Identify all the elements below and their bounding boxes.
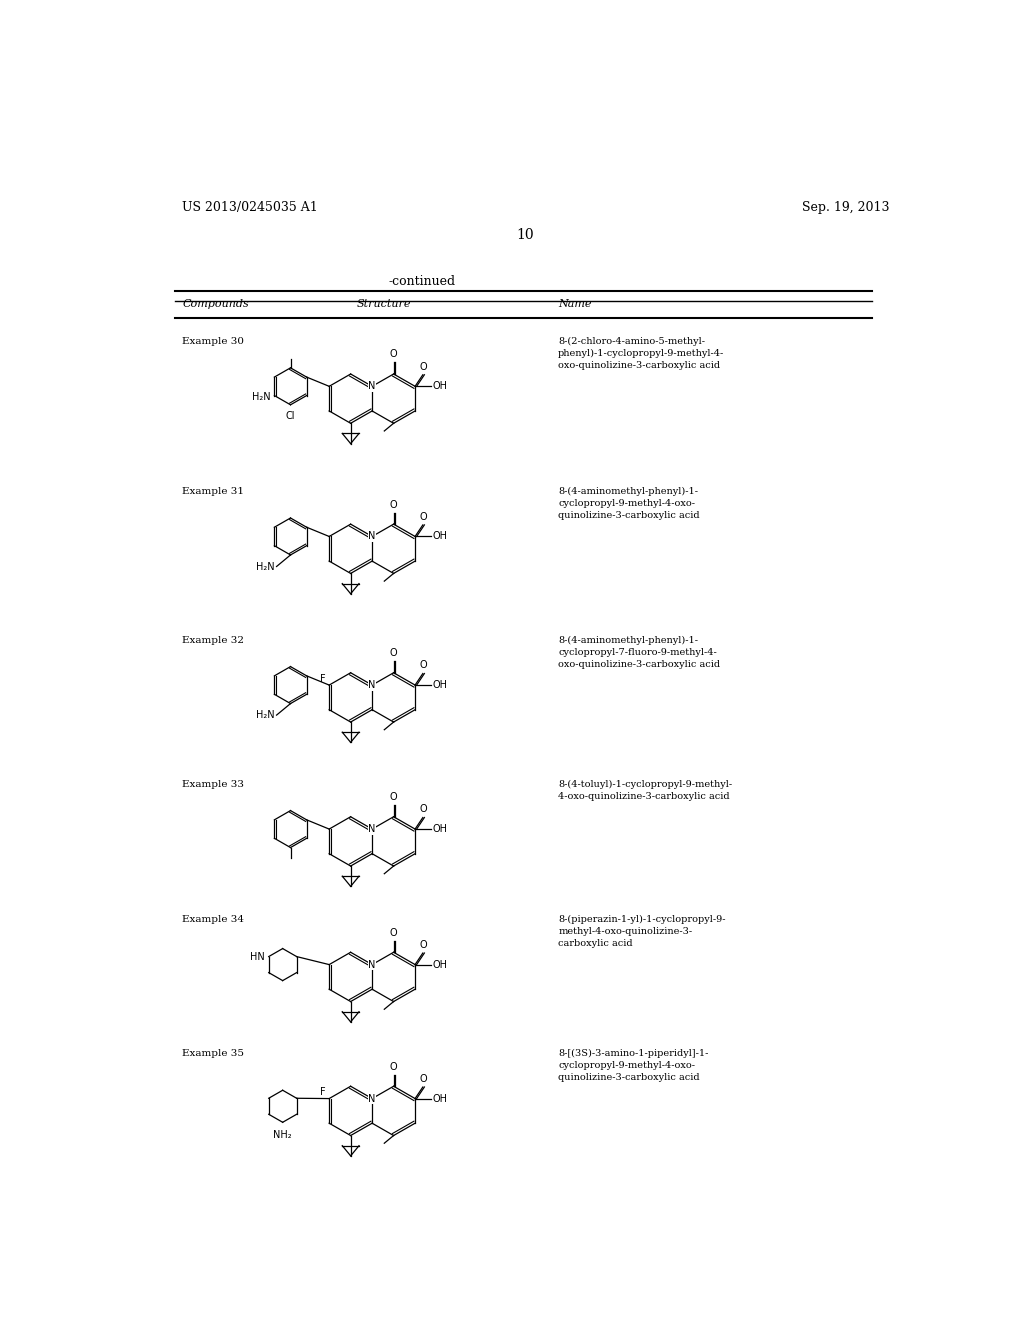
Text: OH: OH [432, 381, 447, 391]
Text: OH: OH [432, 532, 447, 541]
Text: N: N [369, 960, 376, 970]
Text: -continued: -continued [389, 276, 456, 289]
Text: Cl: Cl [286, 411, 295, 421]
Text: US 2013/0245035 A1: US 2013/0245035 A1 [182, 201, 318, 214]
Text: H₂N: H₂N [256, 561, 275, 572]
Text: O: O [390, 648, 397, 659]
Text: 8-(4-aminomethyl-phenyl)-1-
cyclopropyl-9-methyl-4-oxo-
quinolizine-3-carboxylic: 8-(4-aminomethyl-phenyl)-1- cyclopropyl-… [558, 487, 699, 520]
Text: O: O [390, 350, 397, 359]
Text: OH: OH [432, 960, 447, 970]
Text: O: O [419, 804, 427, 814]
Text: Example 34: Example 34 [182, 915, 245, 924]
Text: OH: OH [432, 1093, 447, 1104]
Text: O: O [419, 1074, 427, 1084]
Text: H₂N: H₂N [252, 392, 270, 403]
Text: F: F [319, 675, 326, 684]
Text: H₂N: H₂N [256, 710, 275, 721]
Text: OH: OH [432, 824, 447, 834]
Text: Example 35: Example 35 [182, 1049, 245, 1059]
Text: 8-[(3S)-3-amino-1-piperidyl]-1-
cyclopropyl-9-methyl-4-oxo-
quinolizine-3-carbox: 8-[(3S)-3-amino-1-piperidyl]-1- cyclopro… [558, 1049, 709, 1082]
Text: N: N [369, 680, 376, 690]
Text: O: O [390, 1061, 397, 1072]
Text: O: O [390, 928, 397, 937]
Text: OH: OH [432, 680, 447, 690]
Text: N: N [369, 824, 376, 834]
Text: Name: Name [558, 300, 592, 309]
Text: Sep. 19, 2013: Sep. 19, 2013 [802, 201, 890, 214]
Text: Compounds: Compounds [182, 300, 249, 309]
Text: 10: 10 [516, 227, 534, 242]
Text: Example 33: Example 33 [182, 780, 245, 789]
Text: Example 31: Example 31 [182, 487, 245, 496]
Text: N: N [369, 381, 376, 391]
Text: HN: HN [250, 952, 265, 961]
Text: NH₂: NH₂ [273, 1130, 292, 1140]
Text: N: N [369, 1093, 376, 1104]
Text: O: O [419, 660, 427, 671]
Text: 8-(4-toluyl)-1-cyclopropyl-9-methyl-
4-oxo-quinolizine-3-carboxylic acid: 8-(4-toluyl)-1-cyclopropyl-9-methyl- 4-o… [558, 780, 732, 801]
Text: O: O [419, 512, 427, 521]
Text: F: F [319, 1088, 326, 1097]
Text: O: O [390, 499, 397, 510]
Text: N: N [369, 532, 376, 541]
Text: O: O [419, 362, 427, 372]
Text: 8-(2-chloro-4-amino-5-methyl-
phenyl)-1-cyclopropyl-9-methyl-4-
oxo-quinolizine-: 8-(2-chloro-4-amino-5-methyl- phenyl)-1-… [558, 337, 724, 370]
Text: O: O [419, 940, 427, 950]
Text: Example 30: Example 30 [182, 337, 245, 346]
Text: 8-(piperazin-1-yl)-1-cyclopropyl-9-
methyl-4-oxo-quinolizine-3-
carboxylic acid: 8-(piperazin-1-yl)-1-cyclopropyl-9- meth… [558, 915, 726, 948]
Text: O: O [390, 792, 397, 803]
Text: Structure: Structure [356, 300, 411, 309]
Text: Example 32: Example 32 [182, 636, 245, 644]
Text: 8-(4-aminomethyl-phenyl)-1-
cyclopropyl-7-fluoro-9-methyl-4-
oxo-quinolizine-3-c: 8-(4-aminomethyl-phenyl)-1- cyclopropyl-… [558, 636, 720, 668]
